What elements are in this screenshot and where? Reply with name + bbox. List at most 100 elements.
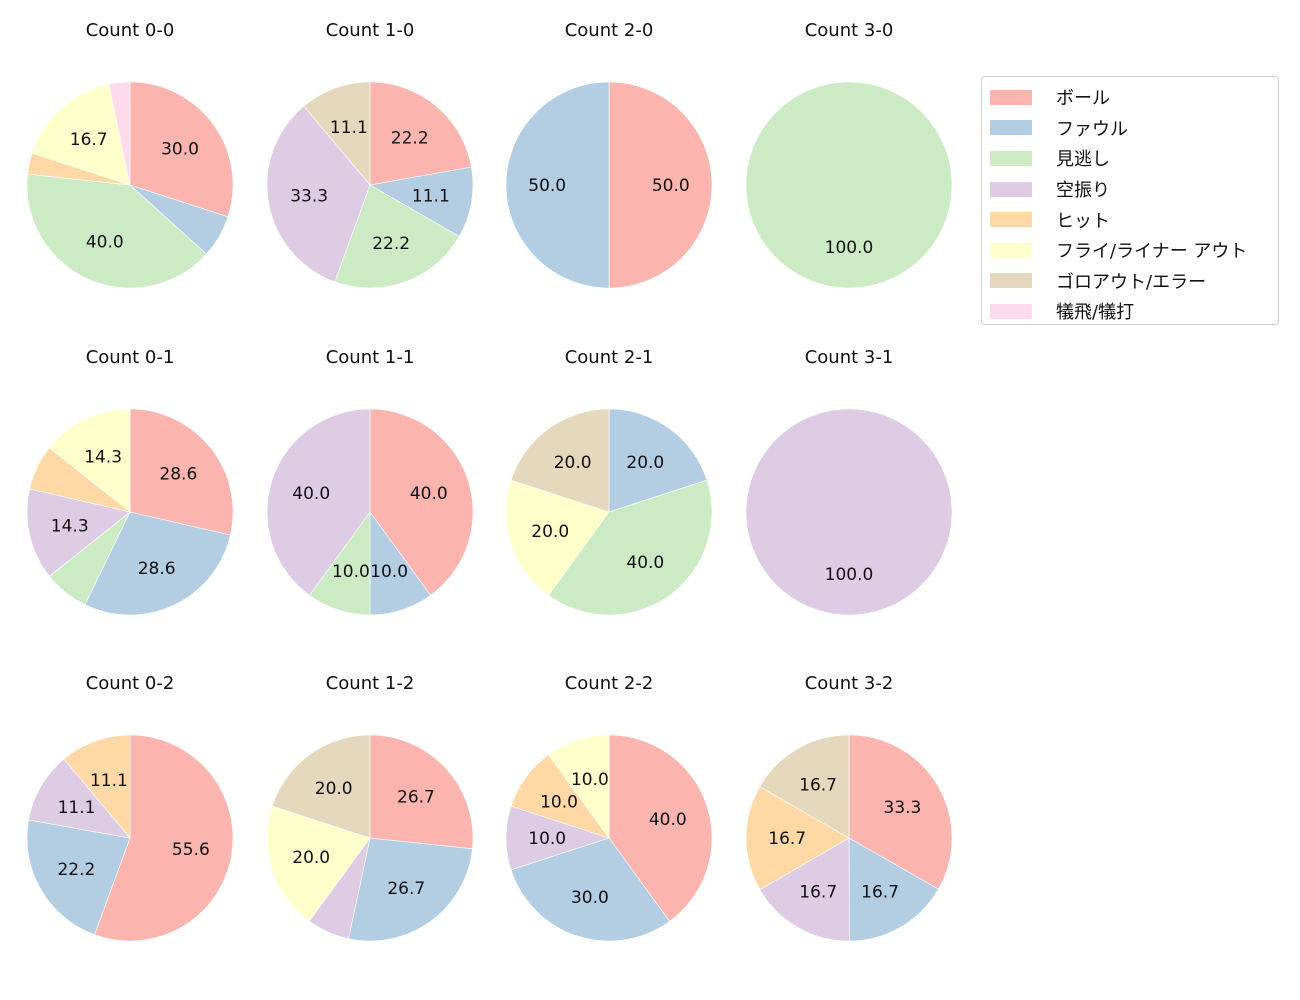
slice-label: 40.0 [86, 232, 124, 252]
slice-label: 100.0 [825, 238, 874, 258]
slice-label: 20.0 [626, 453, 664, 473]
pie-slice [505, 81, 610, 289]
legend-swatch [990, 242, 1032, 258]
pie-slice [26, 488, 131, 577]
slice-label: 20.0 [315, 779, 353, 799]
legend-swatch [990, 303, 1032, 319]
slice-label: 16.7 [861, 882, 899, 902]
legend: ボール ファウル 見逃し 空振り ヒット フライ/ライナー アウト ゴロアウト/… [981, 76, 1279, 325]
slice-label: 16.7 [70, 130, 108, 150]
slice-label: 11.1 [90, 771, 128, 791]
slice-label: 22.2 [391, 129, 429, 149]
pie-slice [369, 166, 474, 237]
pie-title: Count 1-0 [326, 20, 415, 41]
slice-label: 33.3 [290, 187, 328, 207]
slice-label: 30.0 [571, 888, 609, 908]
pie-count-0-0: Count 0-0 30.0 40.0 16.7 [26, 20, 234, 289]
pie-slice [271, 734, 371, 839]
slice-label: 16.7 [768, 829, 806, 849]
slice-label: 28.6 [159, 465, 197, 485]
slice-label: 40.0 [410, 484, 448, 504]
pie-slice [848, 734, 953, 890]
pie-slice [745, 408, 953, 616]
legend-item-sacrifice: 犠飛/犠打 [982, 296, 1278, 327]
pie-slice [266, 805, 371, 922]
legend-item-ground-out: ゴロアウト/エラー [982, 266, 1278, 297]
pie-count-3-2: Count 3-2 33.3 16.7 16.7 16.7 16.7 [745, 673, 953, 942]
pie-slice [31, 83, 131, 186]
legend-label: ゴロアウト/エラー [1056, 271, 1207, 293]
pie-slice [334, 184, 460, 289]
slice-label: 40.0 [626, 553, 664, 573]
slice-label: 33.3 [884, 798, 922, 818]
slice-label: 22.2 [372, 234, 410, 254]
pie-title: Count 0-0 [86, 20, 175, 41]
pie-slice [266, 408, 371, 596]
pie-slice [48, 408, 131, 513]
legend-label: ヒット [1056, 210, 1110, 232]
pie-count-0-1: Count 0-1 28.6 28.6 14.3 14.3 [26, 347, 234, 616]
slice-label: 50.0 [528, 176, 566, 196]
legend-swatch [990, 212, 1032, 228]
pie-count-3-1: Count 3-1 100.0 [745, 347, 953, 616]
pie-slice [108, 81, 131, 186]
pie-slice [510, 837, 670, 942]
pie-count-2-2: Count 2-2 40.0 30.0 10.0 10.0 10.0 [505, 673, 713, 942]
pie-slice [759, 734, 850, 839]
slice-label: 10.0 [332, 562, 370, 582]
pie-slice [848, 837, 939, 942]
pie-slice [369, 408, 474, 596]
slice-label: 20.0 [292, 848, 330, 868]
pie-slice [745, 786, 850, 891]
legend-item-foul: ファウル [982, 113, 1278, 144]
pie-slice [369, 81, 472, 186]
pie-slice [26, 173, 207, 289]
pie-slice [266, 105, 371, 283]
pie-count-2-0: Count 2-0 50.0 50.0 [505, 20, 713, 289]
slice-label: 22.2 [57, 860, 95, 880]
slice-label: 26.7 [387, 879, 425, 899]
pie-slice [94, 734, 234, 942]
pie-slice [129, 408, 234, 536]
legend-label: 見逃し [1056, 149, 1110, 171]
pie-count-1-0: Count 1-0 22.2 11.1 22.2 33.3 11.1 [266, 20, 474, 289]
pie-title: Count 0-1 [86, 347, 175, 368]
slice-label: 55.6 [172, 840, 210, 860]
pie-slice [745, 81, 953, 289]
legend-label: ボール [1056, 88, 1110, 110]
pie-count-2-1: Count 2-1 20.0 40.0 20.0 20.0 [505, 347, 713, 616]
legend-swatch [990, 150, 1032, 166]
slice-label: 11.1 [58, 798, 96, 818]
slice-label: 11.1 [330, 118, 368, 138]
pie-slice [548, 734, 610, 839]
pie-title: Count 2-0 [565, 20, 654, 41]
legend-label: フライ/ライナー アウト [1056, 241, 1248, 263]
pie-slice [348, 837, 473, 942]
slice-label: 50.0 [652, 176, 690, 196]
pie-title: Count 2-2 [565, 673, 654, 694]
slice-label: 16.7 [799, 883, 837, 903]
legend-swatch [990, 181, 1032, 197]
pie-slice [26, 819, 131, 936]
legend-swatch [990, 273, 1032, 289]
slice-label: 20.0 [531, 522, 569, 542]
pie-slice [63, 734, 131, 839]
legend-item-fly-out: フライ/ライナー アウト [982, 235, 1278, 266]
slice-label: 20.0 [554, 453, 592, 473]
slice-label: 16.7 [799, 775, 837, 795]
slice-label: 10.0 [370, 562, 408, 582]
pie-count-1-2: Count 1-2 26.7 26.7 20.0 20.0 [266, 673, 474, 942]
pie-slice [608, 734, 713, 922]
legend-swatch [990, 120, 1032, 136]
pie-slice [369, 734, 474, 850]
pie-slice [548, 479, 713, 616]
pie-slice [505, 479, 610, 596]
pie-title: Count 2-1 [565, 347, 654, 368]
legend-swatch [990, 89, 1032, 105]
slice-label: 30.0 [161, 140, 199, 160]
pie-slice [608, 408, 708, 513]
legend-item-hit: ヒット [982, 204, 1278, 235]
legend-item-called-strike: 見逃し [982, 143, 1278, 174]
pie-slice [510, 408, 610, 513]
